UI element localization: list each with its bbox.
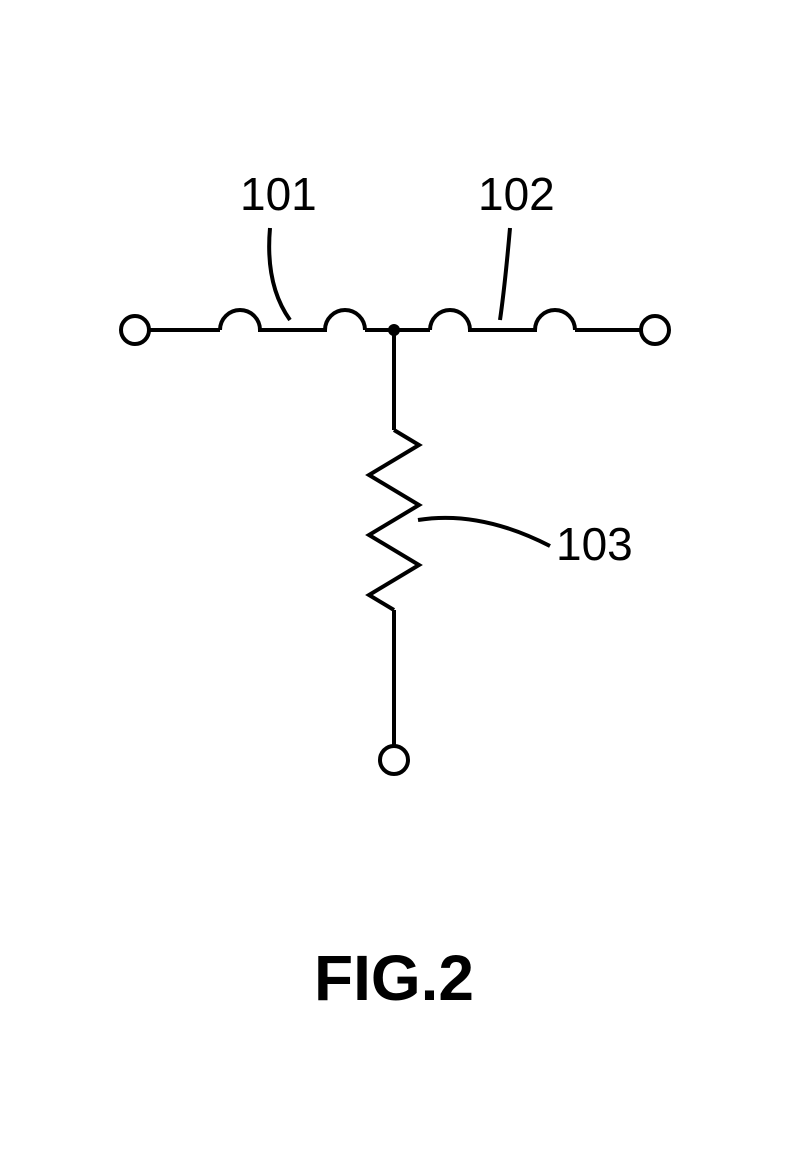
terminal-right bbox=[641, 316, 669, 344]
leader-103 bbox=[418, 518, 550, 546]
label-103: 103 bbox=[556, 518, 633, 570]
terminal-bottom bbox=[380, 746, 408, 774]
label-102: 102 bbox=[478, 168, 555, 220]
leader-101 bbox=[269, 228, 290, 320]
figure-caption: FIG.2 bbox=[314, 942, 474, 1014]
inductor-101 bbox=[220, 310, 365, 330]
junction-node bbox=[388, 324, 400, 336]
resistor-103 bbox=[369, 430, 419, 610]
label-101: 101 bbox=[240, 168, 317, 220]
terminal-left bbox=[121, 316, 149, 344]
leader-102 bbox=[500, 228, 510, 320]
